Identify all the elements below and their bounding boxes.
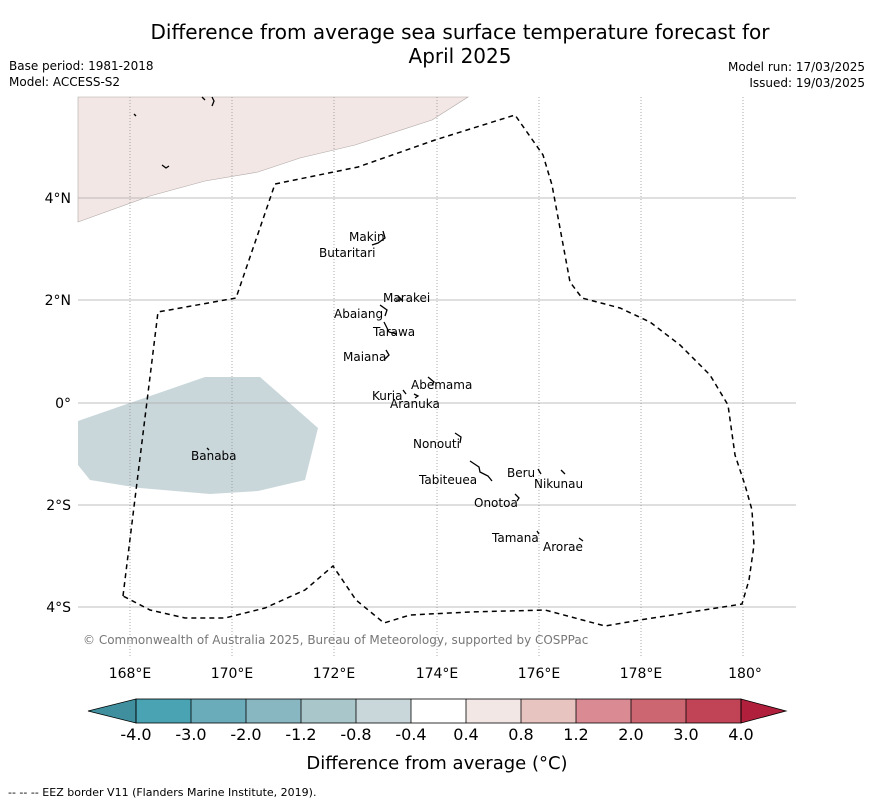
title-line-1: Difference from average sea surface temp…: [150, 20, 770, 44]
lon-label-170e: 170°E: [211, 666, 254, 682]
abaiang-outline: [379, 304, 388, 317]
meta-right: Model run: 17/03/2025 Issued: 19/03/2025: [728, 59, 865, 91]
colorbar-segment: [631, 699, 686, 723]
eez-border: [122, 114, 755, 627]
issued-date: Issued: 19/03/2025: [749, 76, 865, 90]
island-label-tarawa: Tarawa: [372, 325, 415, 339]
maiana-outline: [384, 349, 390, 360]
colorbar-title: Difference from average (°C): [306, 753, 567, 774]
copyright-notice: © Commonwealth of Australia 2025, Bureau…: [83, 633, 588, 647]
colorbar-tick-label: -4.0: [120, 725, 151, 744]
onotoa-outline: [514, 493, 520, 502]
colorbar-segment: [136, 699, 191, 723]
base-period: Base period: 1981-2018: [9, 59, 154, 73]
banaba-outline: [206, 447, 210, 451]
colorbar-segment: [191, 699, 246, 723]
tabiteuea-outline: [469, 460, 493, 482]
colorbar-tick-label: 4.0: [728, 725, 753, 744]
lat-label-4s: 4°S: [46, 600, 71, 616]
tamana-outline: [536, 530, 540, 535]
colorbar-extension-high: [740, 698, 788, 724]
island-label-aranuka: Aranuka: [390, 397, 440, 411]
marakei-outline: [396, 295, 404, 301]
colorbar-tick-label: -1.2: [285, 725, 316, 744]
colorbar-tick-label: -2.0: [230, 725, 261, 744]
lat-label-2s: 2°S: [46, 498, 71, 514]
northern-islet-2: [161, 164, 170, 169]
aranuka-outline: [413, 393, 420, 399]
lon-label-168e: 168°E: [109, 666, 152, 682]
colorbar-segment: [466, 699, 521, 723]
model-name: Model: ACCESS-S2: [9, 75, 121, 89]
colorbar-segment: [576, 699, 631, 723]
island-label-onotoa: Onotoa: [474, 496, 518, 510]
colorbar-tick-label: 0.4: [453, 725, 478, 744]
island-label-makin: Makin: [349, 230, 385, 244]
lat-label-2n: 2°N: [45, 293, 71, 309]
island-label-nonouti: Nonouti: [413, 437, 460, 451]
arorae-outline: [578, 537, 584, 542]
lon-label-178e: 178°E: [620, 666, 663, 682]
nonouti-outline: [454, 432, 462, 444]
colorbar-segment: [301, 699, 356, 723]
island-outlines: [133, 96, 584, 542]
island-label-banaba: Banaba: [191, 449, 237, 463]
lat-label-0: 0°: [55, 396, 71, 412]
colorbar-segment: [521, 699, 576, 723]
model-run: Model run: 17/03/2025: [727, 60, 865, 74]
colorbar-segment: [356, 699, 411, 723]
colorbar: -4.0 -3.0 -2.0 -1.2 -0.8 -0.4 0.4 0.8 1.2 2.0 3.0 4…: [87, 698, 788, 744]
nikunau-outline: [560, 469, 566, 475]
colorbar-tick-label: -0.8: [340, 725, 371, 744]
beru-outline: [537, 468, 542, 475]
warm-anomaly-band: [77, 96, 470, 223]
island-label-arorae: Arorae: [543, 540, 583, 554]
makin-outline: [371, 230, 386, 246]
meridians: [129, 97, 744, 658]
cool-anomaly-patch: [78, 377, 318, 494]
tarawa-outline: [383, 321, 398, 335]
northern-islet-4: [211, 96, 215, 107]
colorbar-tick-label: -0.4: [395, 725, 426, 744]
abemama-outline: [427, 376, 435, 386]
island-label-abemama: Abemama: [411, 378, 472, 392]
eez-footer-note: -- -- -- EEZ border V11 (Flanders Marine…: [8, 786, 317, 799]
colorbar-segment: [411, 699, 466, 723]
colorbar-segment: [686, 699, 741, 723]
lon-label-176e: 176°E: [518, 666, 561, 682]
island-label-beru: Beru: [507, 466, 535, 480]
title-line-2: April 2025: [408, 44, 512, 68]
lat-label-4n: 4°N: [45, 191, 71, 207]
colorbar-tick-label: 2.0: [618, 725, 643, 744]
island-label-maiana: Maiana: [343, 350, 386, 364]
island-label-tamana: Tamana: [491, 531, 539, 545]
colorbar-tick-label: 1.2: [563, 725, 588, 744]
colorbar-extension-low: [87, 698, 137, 724]
colorbar-tick-label: 3.0: [673, 725, 698, 744]
island-label-abaiang: Abaiang: [334, 307, 383, 321]
colorbar-tick-label: 0.8: [508, 725, 533, 744]
island-label-tabiteuea: Tabiteuea: [418, 473, 477, 487]
island-label-nikunau: Nikunau: [534, 477, 583, 491]
kuria-outline: [402, 389, 407, 395]
meta-left: Base period: 1981-2018 Model: ACCESS-S2: [9, 58, 154, 90]
map-title: Difference from average sea surface temp…: [110, 20, 810, 68]
lon-label-174e: 174°E: [416, 666, 459, 682]
lon-label-172e: 172°E: [313, 666, 356, 682]
lon-label-180: 180°: [728, 666, 762, 682]
colorbar-tick-label: -3.0: [175, 725, 206, 744]
northern-islet-3: [201, 96, 206, 101]
island-label-kuria: Kuria: [372, 389, 403, 403]
island-label-marakei: Marakei: [383, 291, 430, 305]
colorbar-segment: [246, 699, 301, 723]
northern-islet-1: [133, 113, 137, 117]
island-label-butaritari: Butaritari: [319, 246, 376, 260]
